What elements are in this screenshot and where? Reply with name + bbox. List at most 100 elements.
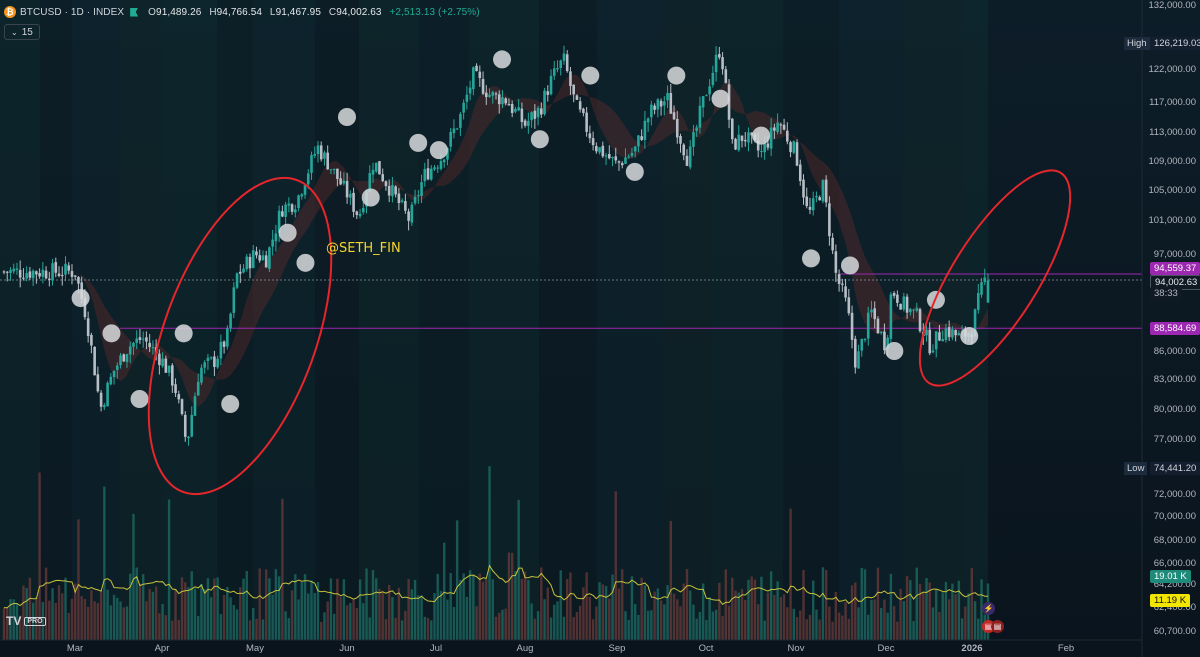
candle-body [18,269,22,278]
candle [540,102,543,119]
candle-body [115,365,119,370]
candle-body [281,211,284,217]
annotation-ellipse-right[interactable] [893,150,1097,406]
us-flag-icon-2[interactable]: ▤ [991,620,1004,633]
symbol-title[interactable]: BTCUSD · 1D · INDEX [20,6,125,18]
candle-body [465,94,469,102]
candle [643,111,647,149]
candle-body [271,239,274,247]
candle-body [387,185,391,196]
volume-bar [760,576,763,640]
time-tick-label: Feb [1058,643,1074,654]
candle [585,107,588,137]
flag-icon[interactable] [130,7,139,17]
candle-body [235,273,239,288]
candle-body [274,233,278,242]
volume-bar [381,592,384,640]
candle-body [815,195,818,198]
candle-body [171,365,174,386]
candle-body [38,273,41,277]
candle-body [138,337,142,340]
candle [151,340,155,355]
candle-body [734,138,737,150]
candle-body [161,358,164,367]
candle-body [915,308,919,311]
candle-body [543,90,546,115]
volume-bar [763,620,766,640]
volume-bar [336,578,339,640]
volume-bar [352,600,355,640]
price-axis[interactable]: 132,000.00 122,000.00 117,000.00 113,000.00… [1148,0,1196,637]
volume-bar [718,582,721,640]
candle-body [646,118,650,123]
lightning-icon[interactable]: ⚡ [982,602,995,615]
volume-bar [90,590,93,640]
candle [497,90,501,114]
candle [708,79,711,101]
volume-bar [585,572,588,640]
candle [572,84,575,103]
tradingview-logo[interactable]: TV PRO [6,614,46,628]
volume-bar [174,588,177,640]
candle [99,390,103,412]
candle [284,201,287,227]
candle [449,127,452,152]
candle-body [394,186,397,195]
volume-bar [789,508,792,640]
candle-body [112,370,116,378]
candle [695,124,698,137]
candle-body [847,297,851,314]
volume-bar [692,604,695,640]
candle-body [433,167,436,170]
candle-body [760,150,763,152]
volume-bar [2,607,6,640]
annotation-ellipse-left[interactable] [112,154,368,518]
volume-bar [268,578,271,640]
volume-bar [857,607,860,640]
signal-dots [71,50,979,413]
volume-bar [420,595,423,640]
candle [786,122,789,145]
volume-bar [387,585,391,640]
candle-body [578,101,582,110]
session-band [217,0,253,640]
volume-bar [721,615,724,640]
volume-bar [206,578,210,640]
candle-body [132,342,135,347]
volume-bar [750,576,753,640]
candle [954,329,957,342]
candle [180,398,184,416]
volume-bar [116,597,119,640]
candle [326,145,329,170]
price-tick-label: 97,000.00 [1154,249,1196,260]
candle [559,59,563,76]
volume-bar [106,589,109,640]
candle-body [303,185,307,195]
interval-selector[interactable]: ⌄ 15 [4,24,40,40]
level-lower-tag[interactable]: 88,584.69 [1150,322,1200,335]
candle [847,288,851,316]
candle [552,60,556,80]
candle [773,123,776,139]
volume-bar [831,621,834,640]
volume-bar [216,577,219,640]
candle [352,187,355,218]
candle [238,264,242,283]
candle-body [905,296,909,313]
candle-body [462,102,465,113]
low-tag-value: 74,441.20 [1150,462,1200,475]
level-upper-tag[interactable]: 94,559.37 [1150,262,1200,275]
candle [2,270,6,275]
candle-body [973,309,977,337]
candle [96,366,100,393]
session-band [783,0,839,640]
candle-body [821,180,825,202]
candle-body [860,338,864,351]
time-axis[interactable]: Mar Apr May Jun Jul Aug Sep Oct Nov Dec 2026 Feb [67,643,1074,654]
candle [569,66,572,95]
volume-bar [235,609,239,640]
signal-dot [625,162,644,181]
candle [122,353,126,363]
symbol-header[interactable]: ₿ BTCUSD · 1D · INDEX O91,489.26 H94,766… [4,4,485,20]
